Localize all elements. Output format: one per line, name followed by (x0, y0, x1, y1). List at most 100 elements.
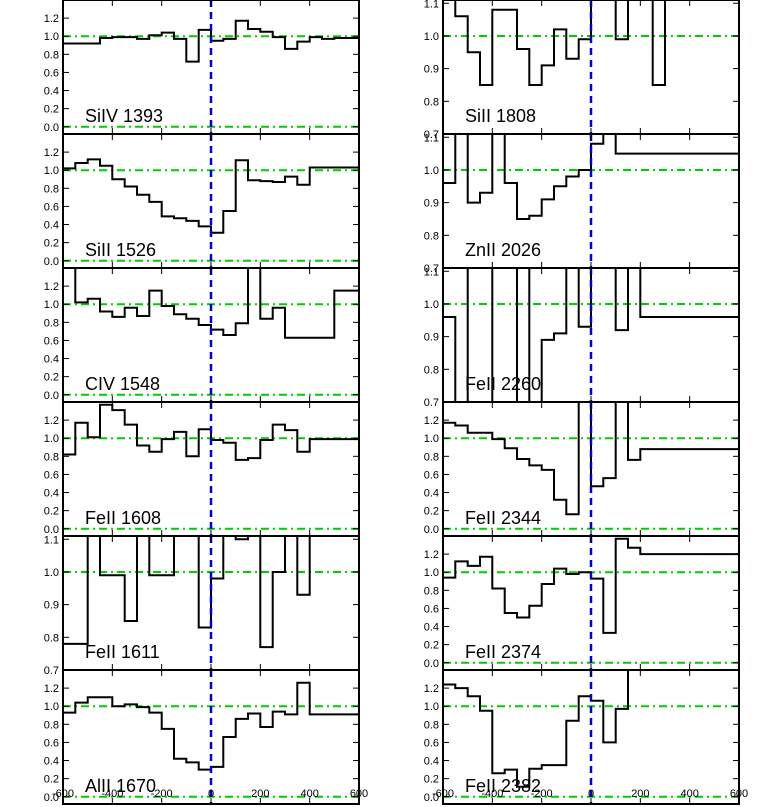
x-tick-label: 400 (300, 788, 318, 800)
spectrum-step-line (443, 0, 739, 86)
panel-civ-1548: 0.0 0.2 0.4 0.6 0.8 1.0 1.2 CIV 1548 (44, 267, 360, 403)
x-tick-label: -200 (531, 788, 553, 800)
y-tick-label: 0.0 (424, 792, 439, 804)
y-tick-label: 0.0 (44, 122, 59, 134)
y-tick-label: 1.2 (44, 13, 59, 25)
y-tick-label: 0.4 (424, 622, 439, 634)
y-tick-label: 1.0 (424, 701, 439, 713)
y-tick-label: 0.9 (424, 64, 439, 76)
x-tick-label: 200 (251, 788, 269, 800)
x-tick-label: -400 (481, 788, 503, 800)
y-tick-label: 0.8 (424, 364, 439, 376)
spectrum-step-line (443, 268, 739, 402)
y-tick-label: 0.4 (44, 86, 59, 98)
y-tick-label: 1.0 (424, 165, 439, 177)
y-tick-label: 1.0 (44, 701, 59, 713)
panel-label: SiII 1808 (465, 106, 536, 126)
x-tick-label: 600 (730, 788, 748, 800)
y-tick-label: 1.2 (424, 549, 439, 561)
y-tick-label: 0.2 (44, 774, 59, 786)
y-tick-label: 0.2 (424, 506, 439, 518)
y-tick-label: 0.9 (424, 198, 439, 210)
y-tick-label: 0.4 (44, 488, 59, 500)
y-tick-label: 1.2 (424, 683, 439, 695)
x-tick-label: 600 (350, 788, 368, 800)
panel-label: FeII 1611 (85, 642, 160, 662)
y-tick-label: 0.8 (424, 719, 439, 731)
y-tick-label: 0.6 (44, 201, 59, 213)
y-tick-label: 1.0 (44, 567, 59, 579)
y-tick-label: 0.2 (44, 238, 59, 250)
y-tick-label: 1.2 (44, 683, 59, 695)
spectrum-step-line (63, 19, 359, 63)
panel-znii-2026: 0.7 0.8 0.9 1.0 1.1 ZnII 2026 (424, 132, 740, 275)
x-tick-label: 0 (588, 788, 594, 800)
y-tick-label: 0.9 (44, 600, 59, 612)
y-tick-label: 1.2 (424, 415, 439, 427)
y-tick-label: 1.2 (44, 415, 59, 427)
y-tick-label: 0.9 (424, 332, 439, 344)
panel-feii-2382: 0.0 0.2 0.4 0.6 0.8 1.0 1.2 FeII 2382 (424, 669, 740, 805)
panel-label: FeII 2260 (465, 374, 541, 394)
y-tick-label: 0.4 (44, 354, 59, 366)
spectrum-step-line (63, 268, 359, 339)
panel-feii-2374: 0.0 0.2 0.4 0.6 0.8 1.0 1.2 FeII 2374 (424, 535, 740, 671)
spectrum-step-line (443, 670, 739, 788)
spectrum-step-line (63, 158, 359, 234)
x-tick-label: 400 (680, 788, 698, 800)
x-tick-label: -200 (151, 788, 173, 800)
y-tick-label: 0.6 (424, 469, 439, 481)
x-tick-label: -600 (52, 788, 74, 800)
y-tick-label: 0.7 (424, 263, 439, 275)
panel-label: CIV 1548 (85, 374, 160, 394)
panel-label: FeII 2382 (465, 776, 541, 796)
panel-label: SiIV 1393 (85, 106, 163, 126)
y-tick-label: 0.2 (44, 104, 59, 116)
y-tick-label: 0.0 (44, 524, 59, 536)
y-tick-label: 1.1 (424, 0, 439, 10)
panel-feii-2260: 0.7 0.8 0.9 1.0 1.1 FeII 2260 (424, 266, 740, 409)
y-tick-label: 0.8 (424, 451, 439, 463)
y-tick-label: 1.2 (44, 147, 59, 159)
y-tick-label: 1.2 (44, 281, 59, 293)
y-tick-label: 1.0 (44, 433, 59, 445)
y-tick-label: 0.6 (424, 737, 439, 749)
y-tick-label: 0.0 (44, 390, 59, 402)
panel-label: FeII 2344 (465, 508, 541, 528)
y-tick-label: 0.4 (44, 220, 59, 232)
y-tick-label: 0.0 (424, 658, 439, 670)
panel-feii-1611: 0.7 0.8 0.9 1.0 1.1 FeII 1611 (44, 534, 360, 677)
spectrum-step-line (63, 681, 359, 771)
y-tick-label: 0.6 (44, 737, 59, 749)
y-tick-label: 0.0 (424, 524, 439, 536)
y-tick-label: 1.0 (44, 165, 59, 177)
y-tick-label: 0.4 (424, 488, 439, 500)
y-tick-label: 0.8 (424, 96, 439, 108)
y-tick-label: 0.8 (44, 719, 59, 731)
y-tick-label: 1.0 (424, 299, 439, 311)
spectrum-step-line (443, 537, 739, 634)
panel-siiv-1393: 0.0 0.2 0.4 0.6 0.8 1.0 1.2 SiIV 1393 (44, 0, 360, 135)
y-tick-label: 0.2 (424, 774, 439, 786)
panel-label: FeII 1608 (85, 508, 161, 528)
panel-feii-2344: 0.0 0.2 0.4 0.6 0.8 1.0 1.2 FeII 2344 (424, 401, 740, 537)
y-tick-label: 0.2 (44, 372, 59, 384)
y-tick-label: 1.0 (44, 299, 59, 311)
y-tick-label: 0.0 (44, 792, 59, 804)
x-tick-label: 0 (208, 788, 214, 800)
panel-label: FeII 2374 (465, 642, 541, 662)
panel-alii-1670: 0.0 0.2 0.4 0.6 0.8 1.0 1.2 AlII 1670 (44, 669, 360, 805)
y-tick-label: 1.1 (44, 534, 59, 546)
y-tick-label: 0.2 (424, 640, 439, 652)
y-tick-label: 0.8 (44, 632, 59, 644)
x-tick-label: -400 (101, 788, 123, 800)
y-tick-label: 1.0 (424, 31, 439, 43)
y-tick-label: 0.8 (44, 451, 59, 463)
y-tick-label: 1.0 (44, 31, 59, 43)
y-tick-label: 1.0 (424, 433, 439, 445)
panel-label: SiII 1526 (85, 240, 156, 260)
x-axes-layer: -600 -400 -200 0 200 400 600 -600 -400 -200 0 200 40… (52, 788, 748, 800)
y-tick-label: 0.4 (44, 756, 59, 768)
